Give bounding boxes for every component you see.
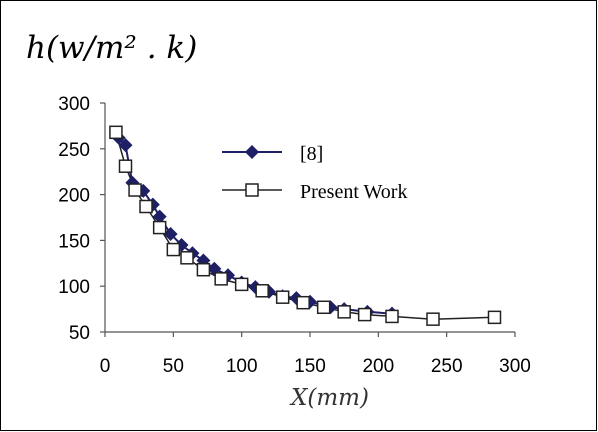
data-point-series-2 xyxy=(139,199,153,214)
legend-marker-series-2 xyxy=(245,183,259,197)
data-point-series-2 xyxy=(166,242,181,257)
data-point-series-2 xyxy=(426,312,440,326)
x-tick-label: 150 xyxy=(294,356,326,377)
legend-label-series-1: [8] xyxy=(300,143,323,165)
data-point-series-2 xyxy=(109,125,123,140)
x-axis-ticks: 0 50 100 150 200 250 300 xyxy=(100,332,531,377)
data-point-series-2 xyxy=(487,310,502,325)
data-point-series-1 xyxy=(248,280,263,295)
y-tick-label: 100 xyxy=(58,277,90,298)
legend-marker-series-1 xyxy=(245,145,259,159)
x-axis-title: X(mm) xyxy=(289,385,369,411)
data-point-series-2 xyxy=(118,159,133,173)
y-tick-label: 250 xyxy=(58,140,90,161)
data-point-series-2 xyxy=(152,220,167,235)
legend: [8] Present Work xyxy=(222,143,407,203)
x-tick-label: 250 xyxy=(431,356,463,377)
x-tick-label: 100 xyxy=(226,356,258,377)
series-markers xyxy=(109,125,502,326)
data-point-series-2 xyxy=(337,305,351,319)
data-point-series-2 xyxy=(180,251,194,265)
data-point-series-2 xyxy=(128,183,142,197)
x-tick-label: 0 xyxy=(100,356,111,377)
data-point-series-1 xyxy=(152,209,167,224)
legend-label-series-2: Present Work xyxy=(300,181,407,203)
data-point-series-2 xyxy=(196,262,211,277)
y-tick-label: 50 xyxy=(69,323,90,344)
y-tick-label: 200 xyxy=(58,186,90,207)
data-point-series-1 xyxy=(118,138,133,153)
data-point-series-2 xyxy=(385,309,399,324)
x-tick-label: 300 xyxy=(499,356,531,377)
data-point-series-2 xyxy=(275,290,290,304)
y-tick-label: 150 xyxy=(58,231,90,252)
y-axis-title: h(w/m² . k) xyxy=(26,30,197,66)
x-tick-label: 200 xyxy=(362,356,394,377)
data-point-series-2 xyxy=(214,272,228,286)
data-point-series-2 xyxy=(234,277,249,292)
y-axis-ticks: 50 100 150 200 250 300 xyxy=(58,94,105,344)
x-tick-label: 50 xyxy=(163,356,184,377)
data-point-series-2 xyxy=(255,284,269,298)
y-tick-label: 300 xyxy=(58,94,90,115)
data-point-series-1 xyxy=(163,226,178,241)
data-point-series-2 xyxy=(316,300,331,315)
data-point-series-2 xyxy=(357,307,372,322)
data-point-series-2 xyxy=(296,295,310,310)
